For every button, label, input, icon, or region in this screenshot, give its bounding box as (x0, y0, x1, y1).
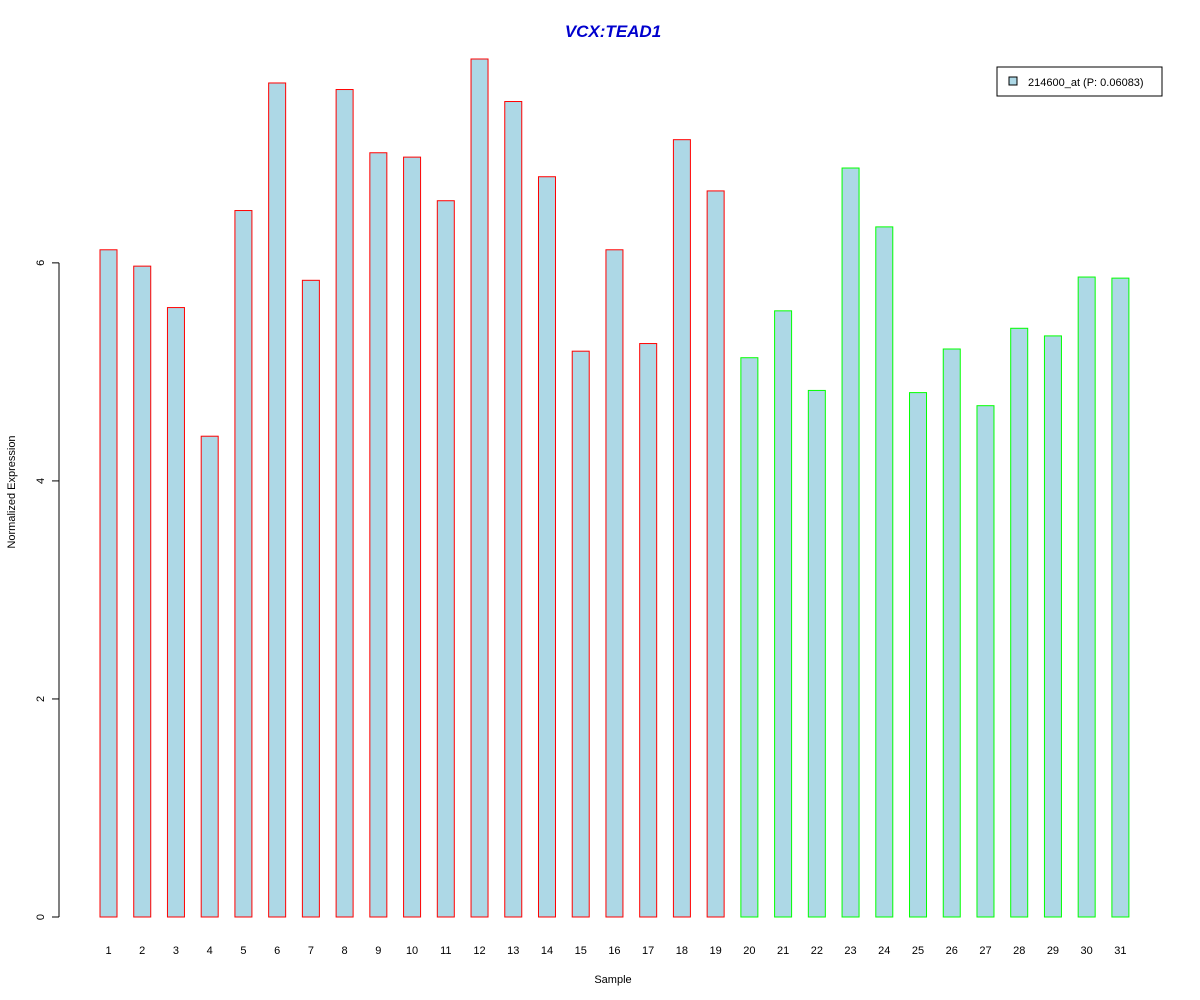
x-tick-label-8: 8 (342, 945, 348, 957)
bar-22 (807, 389, 826, 918)
x-tick-label-12: 12 (473, 945, 485, 957)
bar-4 (200, 435, 219, 918)
x-tick-label-19: 19 (710, 945, 722, 957)
bar-30 (1077, 276, 1096, 918)
bar-1 (99, 249, 118, 918)
bar-10 (403, 156, 422, 918)
x-tick-label-20: 20 (743, 945, 755, 957)
x-tick-label-22: 22 (811, 945, 823, 957)
x-tick-label-16: 16 (608, 945, 620, 957)
bar-24 (875, 226, 894, 918)
bar-6 (268, 82, 287, 918)
x-tick-label-31: 31 (1114, 945, 1126, 957)
x-tick-label-2: 2 (139, 945, 145, 957)
bar-25 (909, 392, 928, 918)
x-tick-label-17: 17 (642, 945, 654, 957)
bar-29 (1043, 335, 1062, 918)
bar-2 (133, 265, 152, 918)
bar-5 (234, 210, 253, 918)
y-tick-label-6: 6 (35, 260, 47, 266)
x-tick-label-27: 27 (979, 945, 991, 957)
legend-swatch (1008, 76, 1018, 86)
x-tick-label-15: 15 (575, 945, 587, 957)
y-tick-label-2: 2 (35, 696, 47, 702)
bars (99, 58, 1130, 918)
bar-20 (740, 357, 759, 918)
x-tick-label-13: 13 (507, 945, 519, 957)
x-tick-label-3: 3 (173, 945, 179, 957)
x-tick-label-24: 24 (878, 945, 890, 957)
x-tick-label-10: 10 (406, 945, 418, 957)
bar-8 (335, 89, 354, 918)
x-tick-label-9: 9 (375, 945, 381, 957)
legend: 214600_at (P: 0.06083) (996, 66, 1163, 97)
x-tick-label-7: 7 (308, 945, 314, 957)
bar-3 (166, 307, 185, 918)
bar-18 (672, 139, 691, 918)
x-tick-label-6: 6 (274, 945, 280, 957)
x-tick-label-28: 28 (1013, 945, 1025, 957)
bar-16 (605, 249, 624, 918)
x-tick-label-21: 21 (777, 945, 789, 957)
bar-11 (436, 200, 455, 918)
bar-12 (470, 58, 489, 918)
legend-box (996, 66, 1163, 97)
x-tick-label-29: 29 (1047, 945, 1059, 957)
bar-19 (706, 190, 725, 918)
bar-17 (639, 343, 658, 918)
x-tick-label-5: 5 (240, 945, 246, 957)
bar-26 (942, 348, 961, 918)
y-axis-label: Normalized Expression (6, 435, 18, 548)
x-tick-label-23: 23 (844, 945, 856, 957)
x-tick-label-4: 4 (207, 945, 213, 957)
bar-23 (841, 167, 860, 918)
x-tick-label-26: 26 (946, 945, 958, 957)
bar-13 (504, 101, 523, 918)
legend-label: 214600_at (P: 0.06083) (1028, 77, 1144, 89)
bar-27 (976, 405, 995, 918)
x-tick-label-11: 11 (440, 945, 451, 957)
bar-21 (774, 310, 793, 918)
chart-title: VCX:TEAD1 (565, 22, 661, 41)
x-tick-label-30: 30 (1081, 945, 1093, 957)
y-tick-label-0: 0 (35, 914, 47, 920)
x-tick-label-14: 14 (541, 945, 553, 957)
bar-7 (301, 279, 320, 918)
bar-9 (369, 152, 388, 918)
x-axis-label: Sample (594, 974, 631, 986)
bar-14 (537, 176, 556, 918)
bar-28 (1010, 327, 1029, 918)
y-axis: 0 2 4 6 (35, 260, 60, 920)
x-tick-label-25: 25 (912, 945, 924, 957)
bar-31 (1111, 277, 1130, 918)
x-tick-label-1: 1 (105, 945, 111, 957)
bar-15 (571, 350, 590, 918)
y-tick-label-4: 4 (35, 478, 47, 484)
x-tick-labels: 1 2 3 4 5 6 7 8 9 10 11 12 13 14 15 16 17 18 19 20 21 22 23 24 2… (105, 945, 1126, 957)
x-tick-label-18: 18 (676, 945, 688, 957)
